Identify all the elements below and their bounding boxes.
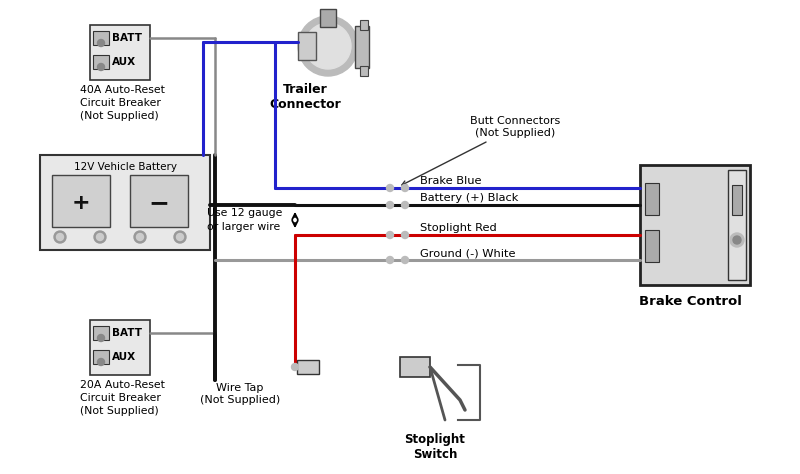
Circle shape [386, 201, 394, 209]
Circle shape [134, 231, 146, 243]
Circle shape [98, 358, 105, 365]
Bar [732, 185, 742, 215]
Circle shape [298, 16, 358, 76]
Text: Ground (-) White: Ground (-) White [420, 248, 515, 258]
Circle shape [57, 234, 63, 240]
Bar [90, 25, 150, 80]
Text: +: + [72, 193, 90, 213]
Text: BATT: BATT [112, 328, 142, 338]
Text: Butt Connectors
(Not Supplied): Butt Connectors (Not Supplied) [402, 117, 560, 185]
Bar [728, 170, 746, 280]
Text: 12V Vehicle Battery: 12V Vehicle Battery [74, 162, 177, 172]
Text: Use 12 gauge
or larger wire: Use 12 gauge or larger wire [207, 209, 282, 232]
Bar [645, 230, 659, 262]
Bar [298, 32, 316, 60]
Bar [320, 9, 336, 27]
Text: AUX: AUX [112, 57, 136, 67]
Circle shape [98, 335, 105, 341]
Bar [355, 26, 369, 68]
Circle shape [137, 234, 143, 240]
Bar [90, 320, 150, 375]
Circle shape [94, 231, 106, 243]
Text: −: − [149, 191, 170, 215]
Circle shape [305, 23, 351, 69]
Circle shape [98, 39, 105, 46]
Circle shape [98, 64, 105, 71]
Text: Stoplight
Switch: Stoplight Switch [405, 433, 466, 461]
Bar [93, 326, 109, 340]
Circle shape [402, 256, 409, 264]
Bar [640, 165, 750, 285]
Circle shape [386, 184, 394, 191]
Bar [297, 360, 319, 374]
Text: BATT: BATT [112, 33, 142, 43]
Circle shape [402, 184, 409, 191]
Text: Brake Control: Brake Control [638, 295, 742, 308]
Circle shape [733, 236, 741, 244]
Text: Battery (+) Black: Battery (+) Black [420, 193, 518, 203]
Circle shape [174, 231, 186, 243]
Text: Stoplight Red: Stoplight Red [420, 223, 497, 233]
Bar [360, 66, 368, 76]
Circle shape [97, 234, 103, 240]
Circle shape [386, 231, 394, 238]
Text: 20A Auto-Reset
Circuit Breaker
(Not Supplied): 20A Auto-Reset Circuit Breaker (Not Supp… [80, 380, 165, 416]
Circle shape [177, 234, 183, 240]
Text: AUX: AUX [112, 352, 136, 362]
Bar [645, 183, 659, 215]
Text: Brake Blue: Brake Blue [420, 176, 482, 186]
Circle shape [730, 233, 744, 247]
Bar [400, 357, 430, 377]
Text: Wire Tap
(Not Supplied): Wire Tap (Not Supplied) [200, 383, 280, 405]
Bar [93, 31, 109, 45]
Bar [360, 20, 368, 30]
Bar [52, 175, 110, 227]
Circle shape [291, 364, 298, 371]
Bar [93, 350, 109, 364]
Circle shape [402, 231, 409, 238]
Text: Trailer
Connector: Trailer Connector [269, 83, 341, 111]
Bar [130, 175, 188, 227]
Bar [40, 155, 210, 250]
Bar [93, 55, 109, 69]
Circle shape [386, 256, 394, 264]
Circle shape [402, 201, 409, 209]
Text: 40A Auto-Reset
Circuit Breaker
(Not Supplied): 40A Auto-Reset Circuit Breaker (Not Supp… [80, 85, 165, 121]
Circle shape [54, 231, 66, 243]
